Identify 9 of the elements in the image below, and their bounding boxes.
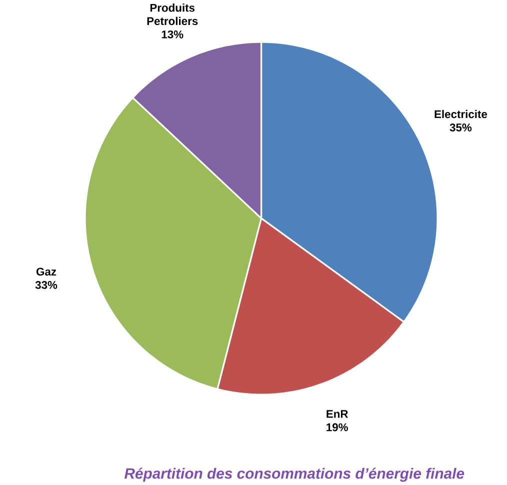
slice-label: Electricite bbox=[434, 110, 488, 118]
slice-label: Gaz bbox=[36, 268, 56, 276]
slice-label: Produits Petroliers bbox=[147, 3, 198, 25]
slice-label: EnR bbox=[326, 410, 348, 418]
data-label: 35% bbox=[450, 123, 472, 132]
data-label: 19% bbox=[326, 423, 348, 432]
data-label: 33% bbox=[35, 280, 58, 289]
text: Répartition des consommations d’énergie finale bbox=[124, 468, 464, 482]
data-label: 13% bbox=[162, 30, 184, 38]
